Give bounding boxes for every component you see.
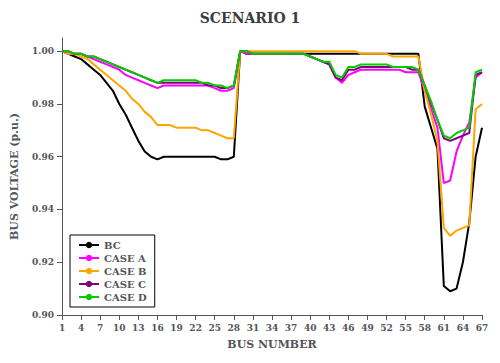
svg-text:61: 61 <box>438 323 451 333</box>
svg-text:67: 67 <box>476 323 489 333</box>
svg-text:52: 52 <box>380 323 393 333</box>
svg-text:43: 43 <box>323 323 336 333</box>
svg-text:BUS NUMBER: BUS NUMBER <box>227 338 317 351</box>
svg-text:16: 16 <box>151 323 164 333</box>
svg-text:BUS VOLTAGE (p.u.): BUS VOLTAGE (p.u.) <box>8 113 21 240</box>
svg-text:22: 22 <box>189 323 202 333</box>
svg-text:CASE B: CASE B <box>104 266 147 277</box>
svg-text:13: 13 <box>132 323 145 333</box>
svg-text:BC: BC <box>104 240 121 251</box>
svg-text:CASE A: CASE A <box>104 253 146 264</box>
svg-text:7: 7 <box>97 323 103 333</box>
svg-text:19: 19 <box>170 323 183 333</box>
svg-text:31: 31 <box>247 323 260 333</box>
svg-text:CASE C: CASE C <box>104 279 146 290</box>
svg-text:CASE D: CASE D <box>104 292 147 303</box>
svg-text:0.90: 0.90 <box>32 310 54 320</box>
svg-text:0.98: 0.98 <box>32 99 54 109</box>
svg-text:58: 58 <box>418 323 431 333</box>
svg-text:SCENARIO 1: SCENARIO 1 <box>200 10 301 26</box>
svg-text:40: 40 <box>304 323 317 333</box>
svg-text:10: 10 <box>113 323 126 333</box>
svg-text:1: 1 <box>59 323 65 333</box>
svg-text:0.92: 0.92 <box>32 257 54 267</box>
svg-text:28: 28 <box>228 323 241 333</box>
svg-text:34: 34 <box>266 323 279 333</box>
svg-text:0.96: 0.96 <box>32 152 54 162</box>
svg-text:49: 49 <box>361 323 374 333</box>
svg-text:25: 25 <box>208 323 221 333</box>
svg-text:37: 37 <box>285 323 298 333</box>
svg-text:55: 55 <box>399 323 412 333</box>
svg-text:46: 46 <box>342 323 355 333</box>
svg-text:4: 4 <box>78 323 84 333</box>
svg-text:64: 64 <box>457 323 470 333</box>
svg-text:0.94: 0.94 <box>32 204 54 214</box>
svg-text:1.00: 1.00 <box>32 46 54 56</box>
